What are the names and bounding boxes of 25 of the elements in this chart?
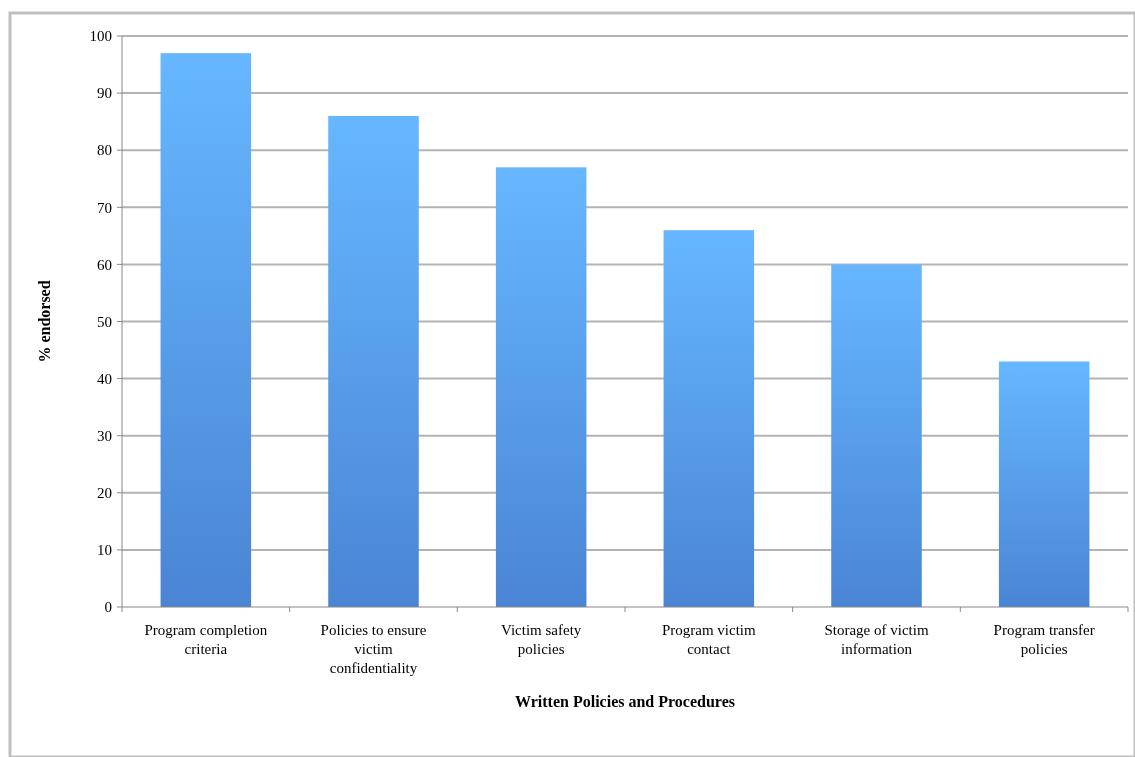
y-tick-label: 90 <box>97 85 112 102</box>
y-tick-label: 20 <box>97 485 112 502</box>
x-axis-title: Written Policies and Procedures <box>515 693 735 710</box>
bar <box>663 230 755 607</box>
y-tick-label: 30 <box>97 427 112 444</box>
y-axis-title: % endorsed <box>36 280 53 363</box>
x-tick-label: Program transfer policies <box>993 622 1095 657</box>
bar <box>831 264 922 607</box>
y-tick-label: 0 <box>104 599 112 616</box>
x-tick-label: Policies to ensure victim confidentiality <box>320 622 427 676</box>
y-tick-label: 70 <box>97 199 112 216</box>
x-tick-label: Program victim contact <box>661 622 757 657</box>
x-tick-label: Victim safety policies <box>501 622 582 657</box>
y-tick-label: 60 <box>97 256 112 273</box>
x-tick-label: Storage of victim information <box>824 622 929 657</box>
bar <box>160 53 252 607</box>
y-tick-label: 10 <box>97 542 112 559</box>
y-tick-label: 50 <box>97 313 112 330</box>
y-tick-label: 80 <box>97 142 112 159</box>
y-tick-label: 40 <box>97 370 112 387</box>
x-tick-label: Program completion criteria <box>144 622 268 657</box>
bar <box>328 115 419 607</box>
bar <box>495 167 587 607</box>
y-tick-label: 100 <box>89 28 112 45</box>
bar <box>998 361 1090 607</box>
